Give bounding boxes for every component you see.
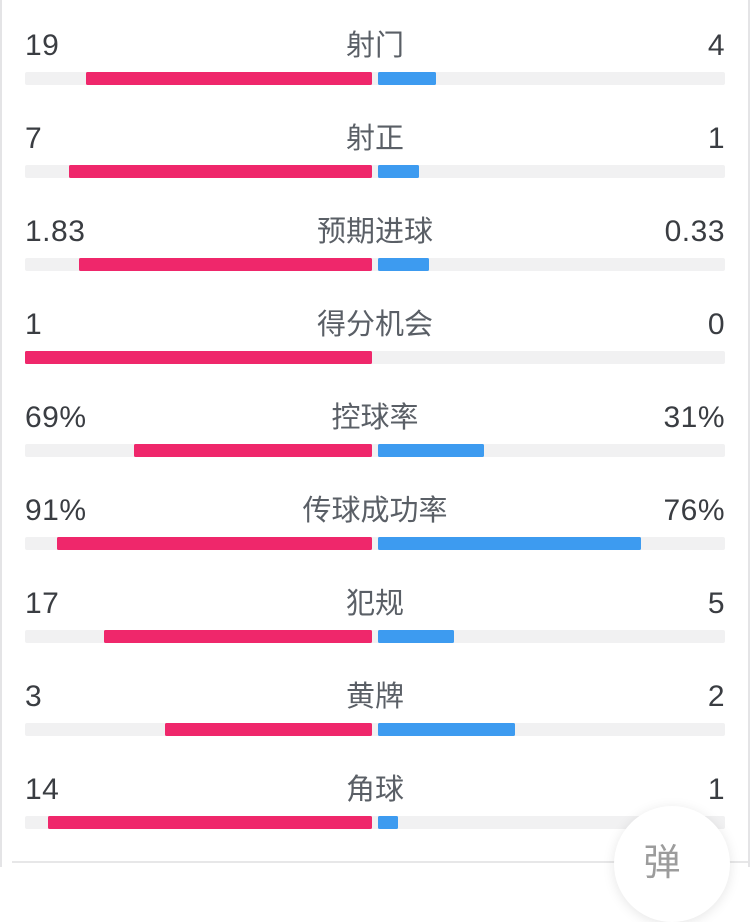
home-value: 1 [25, 308, 43, 341]
away-bar [378, 537, 641, 550]
bottom-divider [12, 861, 748, 863]
bar-track [25, 537, 725, 550]
bar-track [25, 816, 725, 829]
home-bar [56, 537, 372, 550]
home-bar [104, 630, 372, 643]
bar-track [25, 630, 725, 643]
stat-label: 犯规 [345, 588, 404, 620]
away-value: 0 [707, 308, 725, 341]
stat-label: 得分机会 [316, 309, 433, 341]
stat-row-pass-success: 91% 传球成功率 76% [25, 495, 725, 588]
away-value: 1 [707, 122, 725, 155]
away-bar [378, 258, 429, 271]
bar-track [25, 444, 725, 457]
away-bar [378, 816, 399, 829]
home-bar [85, 72, 372, 85]
away-bar [378, 165, 419, 178]
home-bar [25, 351, 372, 364]
home-bar [68, 165, 372, 178]
stat-header: 3 黄牌 2 [25, 680, 725, 714]
away-bar [378, 630, 455, 643]
away-value: 2 [707, 680, 725, 713]
bar-track [25, 72, 725, 85]
away-value: 5 [707, 587, 725, 620]
stat-label: 射正 [345, 123, 404, 155]
stat-row-fouls: 17 犯规 5 [25, 588, 725, 681]
stat-header: 7 射正 1 [25, 122, 725, 156]
stat-label: 角球 [345, 774, 404, 806]
stat-label: 预期进球 [316, 216, 433, 248]
away-value: 0.33 [664, 215, 725, 248]
stat-label: 射门 [345, 30, 404, 62]
left-edge-border [0, 0, 2, 867]
stat-header: 19 射门 4 [25, 29, 725, 63]
bar-track [25, 723, 725, 736]
stat-row-expected-goals: 1.83 预期进球 0.33 [25, 216, 725, 309]
away-value: 76% [663, 494, 725, 527]
danmaku-button-label: 弹 [643, 842, 681, 883]
home-value: 91% [25, 494, 87, 527]
home-bar [133, 444, 372, 457]
stat-header: 17 犯规 5 [25, 587, 725, 621]
stat-row-yellow-cards: 3 黄牌 2 [25, 681, 725, 774]
away-bar [378, 723, 515, 736]
stat-label: 黄牌 [345, 681, 404, 713]
stat-header: 91% 传球成功率 76% [25, 494, 725, 528]
stat-header: 69% 控球率 31% [25, 401, 725, 435]
bar-track [25, 258, 725, 271]
stat-header: 1 得分机会 0 [25, 308, 725, 342]
right-edge-border [748, 0, 750, 867]
away-value: 1 [707, 773, 725, 806]
home-value: 17 [25, 587, 60, 620]
stat-row-possession: 69% 控球率 31% [25, 402, 725, 495]
stat-label: 传球成功率 [302, 495, 448, 527]
danmaku-float-button[interactable]: 弹 [614, 806, 730, 922]
stat-label: 控球率 [331, 402, 419, 434]
home-bar [78, 258, 372, 271]
home-value: 19 [25, 29, 60, 62]
away-value: 4 [707, 29, 725, 62]
stat-header: 1.83 预期进球 0.33 [25, 215, 725, 249]
stat-row-shots: 19 射门 4 [25, 30, 725, 123]
away-bar [378, 72, 436, 85]
home-value: 1.83 [25, 215, 86, 248]
bar-track [25, 351, 725, 364]
home-value: 3 [25, 680, 43, 713]
home-bar [165, 723, 372, 736]
home-value: 14 [25, 773, 60, 806]
stat-row-big-chances: 1 得分机会 0 [25, 309, 725, 402]
home-value: 7 [25, 122, 43, 155]
stat-row-shots-on-target: 7 射正 1 [25, 123, 725, 216]
home-value: 69% [25, 401, 87, 434]
away-bar [378, 444, 484, 457]
bar-track [25, 165, 725, 178]
stat-header: 14 角球 1 [25, 773, 725, 807]
stat-row-corners: 14 角球 1 [25, 774, 725, 867]
home-bar [48, 816, 372, 829]
stats-panel: 19 射门 4 7 射正 1 1.83 预期进球 0.33 [25, 30, 725, 867]
away-value: 31% [663, 401, 725, 434]
